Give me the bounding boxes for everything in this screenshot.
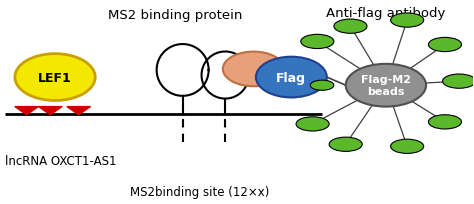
Circle shape: [310, 81, 334, 91]
Ellipse shape: [256, 57, 327, 98]
Polygon shape: [157, 45, 209, 96]
Text: MS2binding site (12×x): MS2binding site (12×x): [129, 185, 269, 198]
Text: lncRNA OXCT1-AS1: lncRNA OXCT1-AS1: [5, 154, 117, 167]
Ellipse shape: [346, 64, 426, 107]
Circle shape: [334, 20, 367, 34]
Circle shape: [428, 115, 462, 129]
Circle shape: [428, 38, 462, 52]
Circle shape: [391, 14, 424, 28]
Polygon shape: [67, 107, 91, 115]
Circle shape: [391, 140, 424, 154]
Circle shape: [296, 117, 329, 131]
Ellipse shape: [15, 54, 95, 101]
Text: Flag: Flag: [276, 71, 306, 84]
Text: LEF1: LEF1: [38, 71, 72, 84]
Text: Flag-M2
beads: Flag-M2 beads: [361, 75, 411, 96]
Circle shape: [443, 75, 474, 89]
Ellipse shape: [223, 52, 284, 87]
Text: Anti-flag antibody: Anti-flag antibody: [326, 7, 446, 20]
Circle shape: [301, 35, 334, 49]
Text: MS2 binding protein: MS2 binding protein: [109, 9, 243, 22]
Circle shape: [329, 137, 362, 152]
Polygon shape: [201, 52, 249, 99]
Polygon shape: [38, 107, 62, 115]
Polygon shape: [15, 107, 38, 115]
